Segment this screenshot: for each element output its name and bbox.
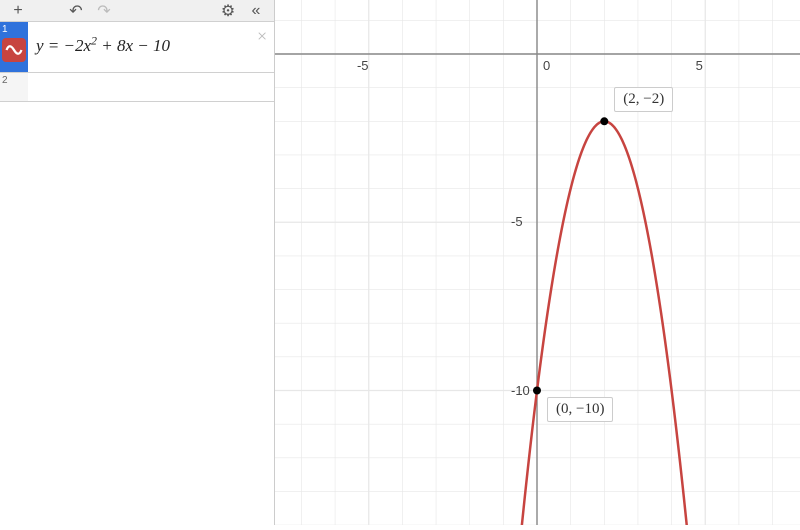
add-button[interactable]: +	[4, 1, 32, 21]
expression-row[interactable]: 1y = −2x2 + 8x − 10×	[0, 22, 274, 73]
point-label: (0, −10)	[547, 397, 613, 422]
expression-sidebar: + ↶ ↷ ⚙ « 1y = −2x2 + 8x − 10×2	[0, 0, 275, 525]
settings-button[interactable]: ⚙	[214, 1, 242, 21]
axis-label-x: -5	[357, 58, 369, 73]
graph-canvas	[275, 0, 800, 525]
undo-button[interactable]: ↶	[62, 1, 90, 21]
expression-row[interactable]: 2	[0, 73, 274, 102]
redo-button[interactable]: ↷	[90, 1, 118, 21]
expression-index: 2	[0, 73, 28, 101]
expression-index: 1	[0, 22, 28, 72]
collapse-button[interactable]: «	[242, 1, 270, 21]
point-label: (2, −2)	[614, 87, 673, 112]
axis-label-y: -5	[511, 214, 523, 229]
axis-label-y: -10	[511, 383, 530, 398]
expression-list: 1y = −2x2 + 8x − 10×2	[0, 22, 274, 102]
axis-label-x: 0	[543, 58, 550, 73]
graph-area[interactable]: -5 0 5 -5 -10 (2, −2) (0, −10)	[275, 0, 800, 525]
wave-icon	[2, 38, 26, 62]
toolbar: + ↶ ↷ ⚙ «	[0, 0, 274, 22]
close-icon[interactable]: ×	[256, 26, 268, 47]
expression-body[interactable]	[28, 73, 274, 101]
expression-body[interactable]: y = −2x2 + 8x − 10×	[28, 22, 274, 72]
axis-label-x: 5	[696, 58, 703, 73]
